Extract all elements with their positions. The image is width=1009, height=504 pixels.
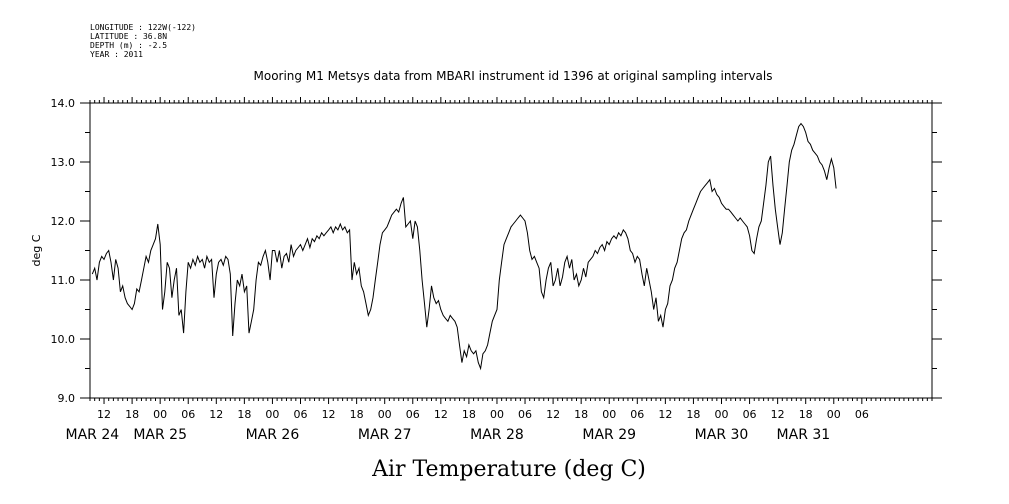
x-tick-label: 00 [378, 408, 392, 421]
x-tick-label: 06 [743, 408, 757, 421]
y-axis: 9.0 10.0 11.0 12.0 13.0 14.0 [51, 97, 942, 405]
x-tick-label: 18 [574, 408, 588, 421]
x-tick-label: 12 [771, 408, 785, 421]
x-day-label: MAR 28 [470, 427, 524, 443]
x-tick-label: 18 [350, 408, 364, 421]
x-tick-label: 18 [686, 408, 700, 421]
plot-border [89, 102, 933, 399]
x-tick-label: 12 [209, 408, 223, 421]
metadata-line: DEPTH (m) : -2.5 [90, 41, 167, 50]
x-tick-label: 18 [237, 408, 251, 421]
x-tick-label: 18 [799, 408, 813, 421]
y-tick-label: 12.0 [51, 215, 76, 228]
x-day-label: MAR 29 [582, 427, 636, 443]
chart-title: Mooring M1 Metsys data from MBARI instru… [254, 69, 773, 83]
metadata-line: YEAR : 2011 [90, 50, 143, 59]
x-day-label: MAR 25 [133, 427, 187, 443]
x-day-label: MAR 24 [66, 427, 120, 443]
x-tick-label: 00 [153, 408, 167, 421]
x-day-label: MAR 30 [695, 427, 749, 443]
y-tick-label: 14.0 [51, 97, 76, 110]
y-axis-label: deg C [30, 234, 43, 266]
x-tick-label: 12 [97, 408, 111, 421]
metadata-line: LONGITUDE : 122W(-122) [90, 23, 196, 32]
x-day-label: MAR 26 [246, 427, 300, 443]
x-tick-label: 12 [322, 408, 336, 421]
x-tick-label: 06 [294, 408, 308, 421]
series-line-air-temperature [91, 122, 837, 371]
x-tick-label: 18 [125, 408, 139, 421]
x-tick-label: 06 [630, 408, 644, 421]
metadata-header: LONGITUDE : 122W(-122)LATITUDE : 36.8NDE… [90, 23, 196, 59]
y-tick-label: 9.0 [58, 392, 76, 405]
x-tick-label: 12 [434, 408, 448, 421]
x-tick-label: 18 [462, 408, 476, 421]
x-tick-label: 12 [658, 408, 672, 421]
x-tick-label: 00 [265, 408, 279, 421]
plot-frame [89, 102, 933, 399]
y-tick-label: 13.0 [51, 156, 76, 169]
x-tick-label: 00 [602, 408, 616, 421]
y-tick-label: 11.0 [51, 274, 76, 287]
x-tick-label: 06 [181, 408, 195, 421]
x-tick-label: 00 [715, 408, 729, 421]
x-day-label: MAR 31 [777, 427, 831, 443]
x-tick-label: 06 [406, 408, 420, 421]
y-tick-label: 10.0 [51, 333, 76, 346]
x-tick-label: 06 [855, 408, 869, 421]
metadata-line: LATITUDE : 36.8N [90, 32, 167, 41]
x-tick-label: 00 [490, 408, 504, 421]
x-tick-label: 12 [546, 408, 560, 421]
x-axis-label: Air Temperature (deg C) [371, 457, 646, 482]
x-tick-label: 06 [518, 408, 532, 421]
x-tick-label: 00 [827, 408, 841, 421]
x-day-label: MAR 27 [358, 427, 412, 443]
x-axis: 12 18 00 06 12 18 00 06 12 18 00 06 12 18 00 06 12 18 00 06… [66, 97, 933, 443]
